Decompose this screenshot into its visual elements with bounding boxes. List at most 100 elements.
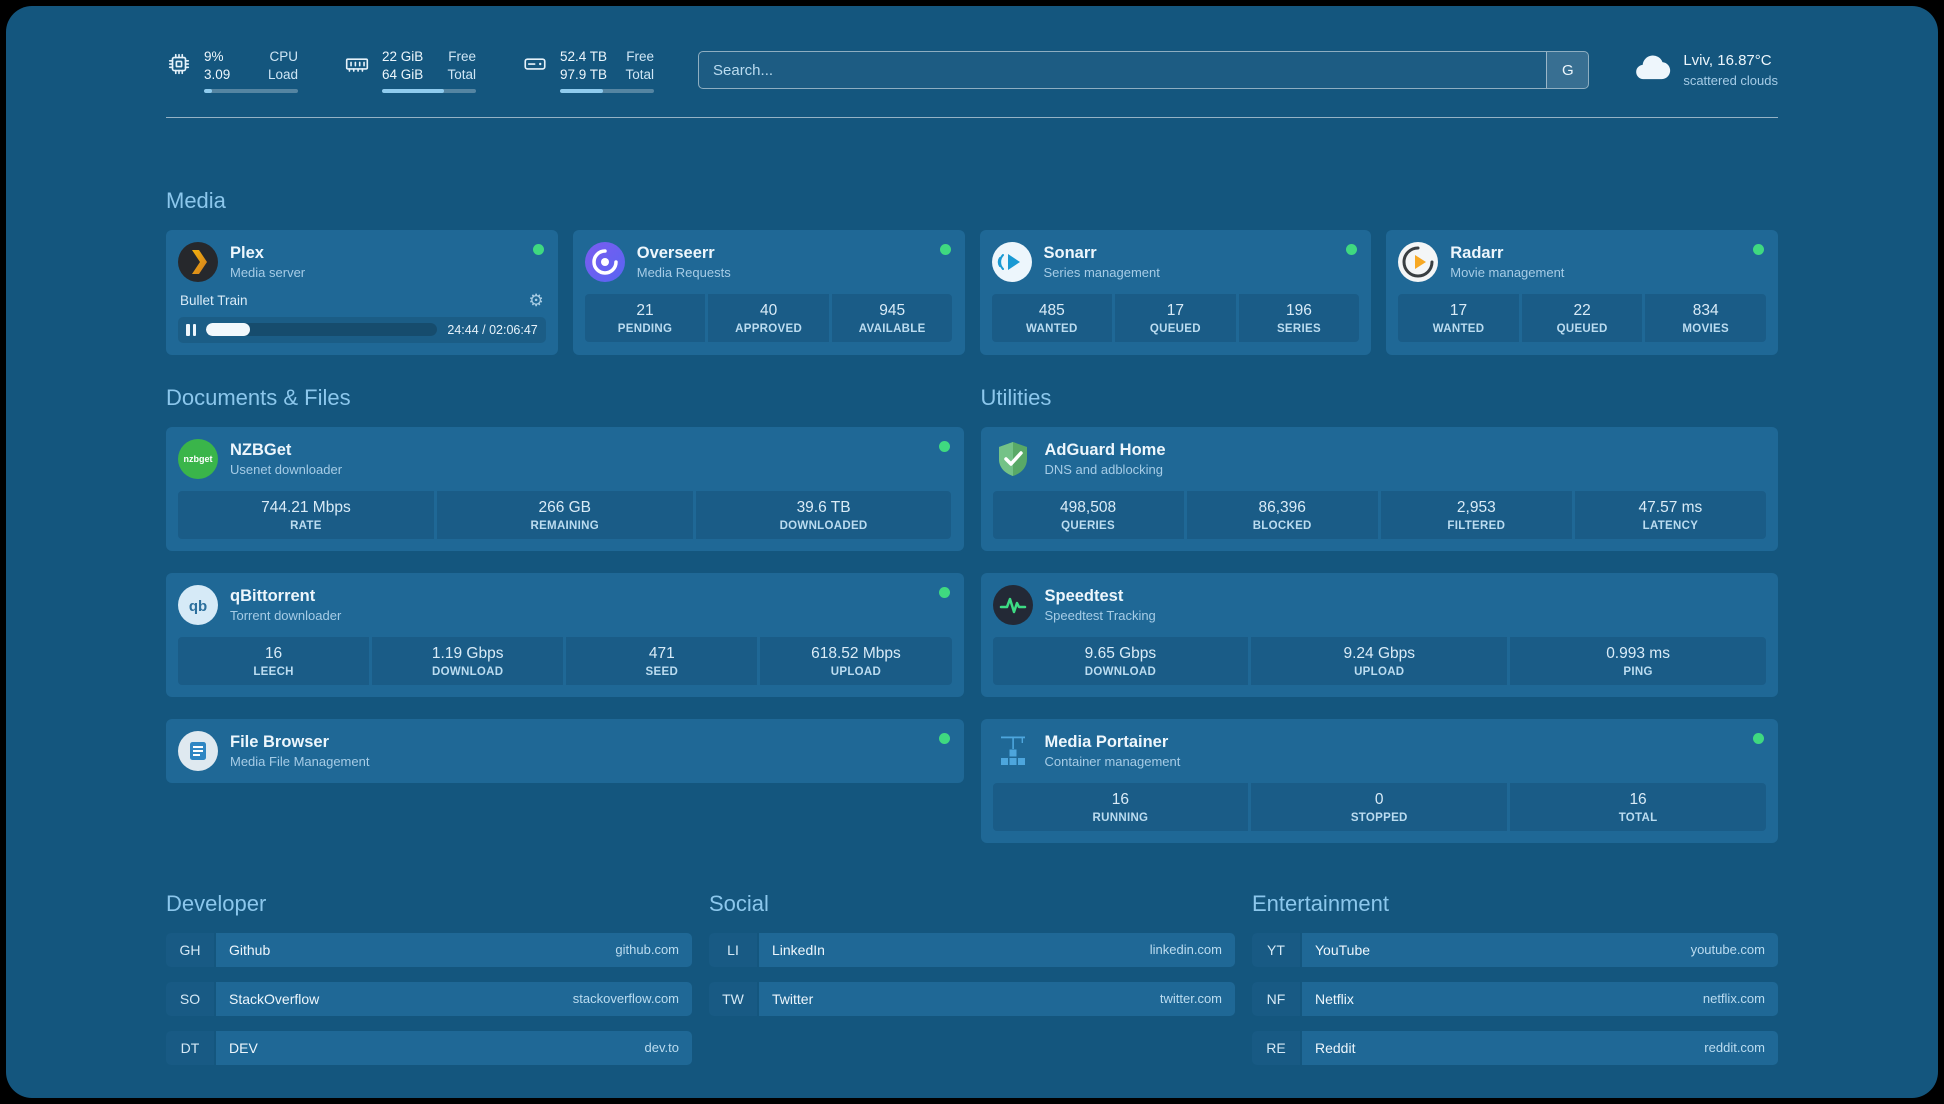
stat-series: 196 SERIES [1238,293,1360,342]
service-card-filebrowser[interactable]: File Browser Media File Management [166,718,964,783]
bookmark-domain: youtube.com [1690,942,1765,958]
stat-ping: 0.993 ms PING [1510,636,1766,685]
stat-running: 16 RUNNING [992,782,1249,831]
stat-label: MOVIES [1682,322,1729,335]
bookmark-abbr: SO [166,981,214,1016]
bookmark-netflix[interactable]: NF Netflix netflix.com [1252,981,1778,1016]
stat-queued: 22 QUEUED [1521,293,1643,342]
disk-icon [522,51,548,82]
stat-label: QUERIES [1061,519,1115,532]
bookmark-domain: linkedin.com [1149,942,1222,958]
cpu-widget: 9% 3.09 CPU Load [166,48,298,93]
bookmark-group-entertainment: Entertainment YT YouTube youtube.com NF … [1252,891,1778,1065]
status-dot [939,243,951,255]
service-card-nzbget[interactable]: nzbget NZBGet Usenet downloader 744. [166,426,964,551]
bookmark-group-social: Social LI LinkedIn linkedin.com TW Twitt… [709,891,1235,1065]
service-card-adguard[interactable]: AdGuard Home DNS and adblocking 498,508 … [980,426,1778,551]
stat-rate: 744.21 Mbps RATE [178,490,434,539]
bookmark-abbr: YT [1252,932,1300,967]
stat-value: 471 [648,644,675,662]
service-card-speedtest[interactable]: Speedtest Speedtest Tracking 9.65 Gbps D… [980,572,1778,697]
stat-label: STOPPED [1350,811,1408,824]
stat-label: PING [1623,665,1653,678]
stat-value: 945 [879,301,906,319]
stat-value: 9.65 Gbps [1084,644,1157,662]
stat-value: 16 [1111,790,1130,808]
bookmark-abbr: RE [1252,1030,1300,1065]
stat-value: 618.52 Mbps [811,644,901,662]
status-dot [938,732,950,744]
stat-value: 86,396 [1258,498,1306,516]
service-card-portainer[interactable]: Media Portainer Container management 16 … [980,718,1778,843]
section-title-developer: Developer [166,890,267,916]
service-description: Container management [1044,753,1181,769]
bookmark-domain: stackoverflow.com [572,991,679,1007]
stat-label: AVAILABLE [858,322,926,335]
cpu-icon [166,51,192,82]
status-dot [1753,243,1764,255]
bookmark-twitter[interactable]: TW Twitter twitter.com [709,981,1235,1016]
stat-remaining: 266 GB REMAINING [436,490,693,539]
service-description: Media Requests [636,264,731,280]
stat-label: DOWNLOADED [779,519,868,532]
service-card-overseerr[interactable]: Overseerr Media Requests 21 PENDING 40 A… [572,229,965,355]
section-documents-files: Documents & Files nzbget [166,385,964,843]
search-provider-button[interactable]: G [1546,52,1589,89]
bookmark-group-developer: Developer GH Github github.com SO StackO… [166,891,692,1065]
bookmark-domain: twitter.com [1159,991,1222,1007]
stat-available: 945 AVAILABLE [831,293,953,342]
service-name: Plex [230,243,264,262]
pause-button[interactable] [186,323,196,336]
now-playing-widget: Bullet Train ⚙ 24:44 / 02:06:47 [178,292,546,343]
search-input[interactable] [699,52,1547,89]
svg-text:qb: qb [189,598,207,615]
service-name: NZBGet [230,440,292,459]
stat-value: 17 [1166,301,1184,319]
section-title-documents: Documents & Files [166,384,351,410]
stat-total: 16 TOTAL [1510,782,1766,831]
bookmark-abbr: DT [166,1030,214,1065]
service-card-plex[interactable]: Plex Media server Bullet Train ⚙ [166,229,558,355]
service-card-sonarr[interactable]: Sonarr Series management 485 WANTED 17 Q… [979,229,1372,355]
stat-label: QUEUED [1556,322,1608,335]
stat-value: 0 [1374,790,1384,808]
bookmark-abbr: NF [1252,981,1300,1016]
stat-value: 9.24 Gbps [1343,644,1415,662]
stat-latency: 47.57 ms LATENCY [1574,490,1766,539]
radarr-icon [1398,241,1439,282]
bookmark-youtube[interactable]: YT YouTube youtube.com [1252,932,1778,967]
bookmark-github[interactable]: GH Github github.com [166,932,692,967]
stat-stopped: 0 STOPPED [1251,782,1508,831]
service-card-qbittorrent[interactable]: qb qBittorrent Torrent downloader 16 [166,572,964,697]
stat-value: 47.57 ms [1638,498,1703,516]
stat-approved: 40 APPROVED [708,293,829,342]
stat-leech: 16 LEECH [178,636,370,685]
stat-label: RUNNING [1092,811,1149,824]
bookmark-stackoverflow[interactable]: SO StackOverflow stackoverflow.com [166,981,692,1016]
bookmark-domain: netflix.com [1702,991,1765,1007]
bookmark-reddit[interactable]: RE Reddit reddit.com [1252,1030,1778,1065]
service-name: File Browser [230,732,330,751]
stat-upload: 9.24 Gbps UPLOAD [1251,636,1508,685]
bookmark-linkedin[interactable]: LI LinkedIn linkedin.com [709,932,1235,967]
section-utilities: Utilities [980,385,1778,843]
service-description: Media File Management [230,753,370,769]
stat-label: DOWNLOAD [1084,665,1157,678]
service-description: Speedtest Tracking [1044,607,1156,623]
bookmark-domain: github.com [615,942,679,958]
stat-label: QUEUED [1149,322,1201,335]
service-description: Series management [1043,264,1160,280]
gear-icon[interactable]: ⚙ [528,290,544,310]
bookmark-name: Twitter [772,990,814,1007]
nzbget-icon: nzbget [178,438,218,479]
stat-pending: 21 PENDING [584,293,706,342]
stat-queued: 17 QUEUED [1115,293,1236,342]
memory-icon [344,51,370,82]
bookmark-domain: reddit.com [1704,1040,1765,1056]
stat-label: DOWNLOAD [431,665,504,678]
service-card-radarr[interactable]: Radarr Movie management 17 WANTED 22 QUE… [1386,229,1778,355]
stat-label: FILTERED [1447,519,1506,532]
bookmark-dev[interactable]: DT DEV dev.to [166,1030,692,1065]
stat-value: 2,953 [1456,498,1496,516]
playback-progress-bar[interactable] [206,323,438,337]
